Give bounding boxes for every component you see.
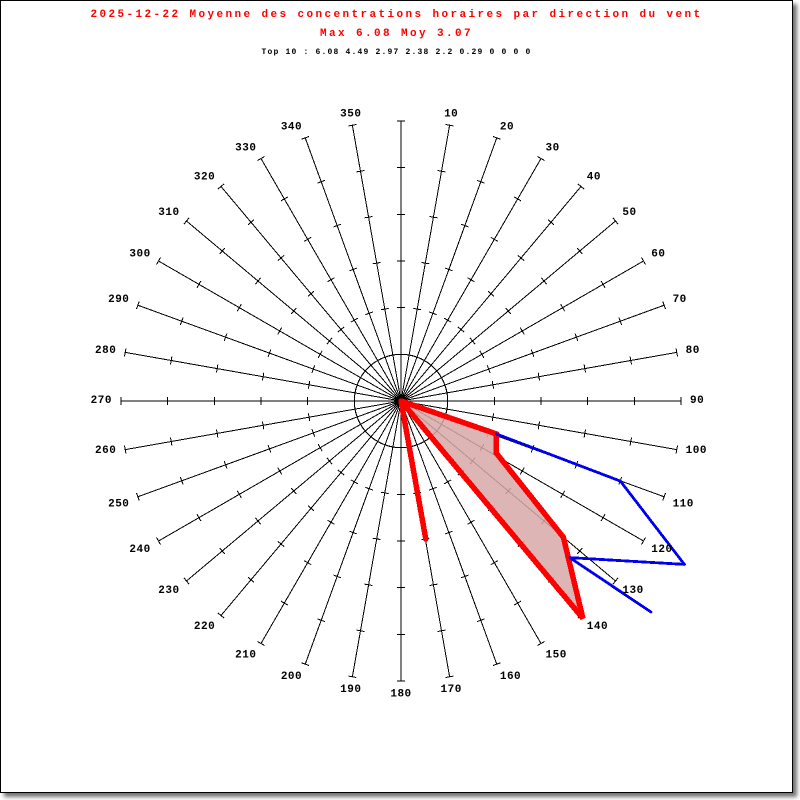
svg-text:180: 180 bbox=[390, 688, 411, 700]
svg-text:160: 160 bbox=[500, 671, 521, 683]
svg-text:220: 220 bbox=[194, 621, 215, 633]
svg-text:340: 340 bbox=[281, 121, 302, 133]
svg-text:250: 250 bbox=[108, 498, 129, 510]
svg-text:100: 100 bbox=[686, 445, 707, 457]
svg-text:350: 350 bbox=[340, 108, 361, 120]
svg-text:230: 230 bbox=[158, 585, 179, 597]
svg-text:80: 80 bbox=[686, 345, 700, 357]
svg-text:260: 260 bbox=[95, 445, 116, 457]
svg-text:120: 120 bbox=[651, 544, 672, 556]
svg-text:90: 90 bbox=[690, 395, 704, 407]
svg-text:140: 140 bbox=[587, 621, 608, 633]
svg-text:60: 60 bbox=[651, 248, 665, 260]
svg-text:280: 280 bbox=[95, 345, 116, 357]
svg-text:300: 300 bbox=[129, 248, 150, 260]
svg-text:210: 210 bbox=[235, 650, 256, 662]
svg-text:270: 270 bbox=[91, 395, 112, 407]
svg-text:110: 110 bbox=[673, 498, 694, 510]
svg-text:40: 40 bbox=[587, 172, 601, 184]
svg-text:190: 190 bbox=[340, 684, 361, 696]
svg-text:170: 170 bbox=[441, 684, 462, 696]
svg-text:20: 20 bbox=[500, 121, 514, 133]
svg-text:330: 330 bbox=[235, 143, 256, 155]
svg-text:30: 30 bbox=[546, 143, 560, 155]
svg-text:130: 130 bbox=[622, 585, 643, 597]
svg-text:10: 10 bbox=[444, 108, 458, 120]
svg-text:290: 290 bbox=[108, 294, 129, 306]
svg-text:310: 310 bbox=[158, 207, 179, 219]
svg-text:200: 200 bbox=[281, 671, 302, 683]
svg-text:50: 50 bbox=[622, 207, 636, 219]
svg-text:320: 320 bbox=[194, 172, 215, 184]
svg-text:70: 70 bbox=[673, 294, 687, 306]
svg-text:240: 240 bbox=[129, 544, 150, 556]
svg-text:150: 150 bbox=[546, 650, 567, 662]
